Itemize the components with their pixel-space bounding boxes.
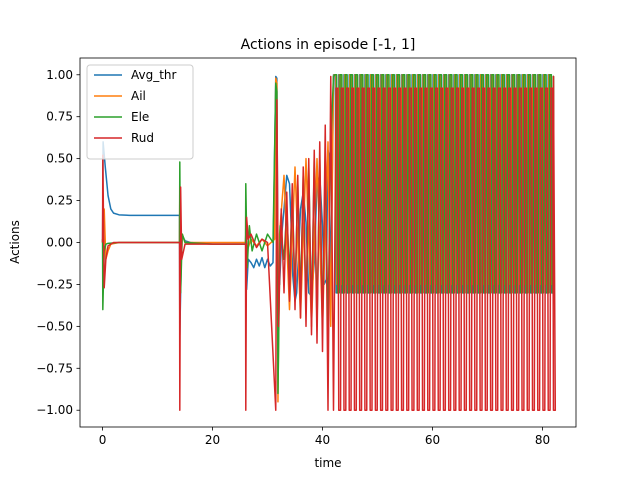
y-tick-label: 0.75 [46,110,73,124]
x-tick-label: 80 [535,433,550,447]
series-line-rud [101,75,557,411]
legend-label-rud: Rud [131,131,154,145]
legend-label-avg_thr: Avg_thr [131,68,177,82]
x-tick-label: 0 [99,433,107,447]
y-tick-label: −0.25 [36,277,73,291]
x-tick-label: 60 [425,433,440,447]
legend-label-ail: Ail [131,89,146,103]
y-axis-label: Actions [8,220,22,264]
y-tick-label: 0.25 [46,194,73,208]
y-tick-label: 1.00 [46,68,73,82]
x-axis-label: time [314,456,341,470]
y-tick-label: −0.50 [36,319,73,333]
y-tick-label: −0.75 [36,361,73,375]
x-tick-label: 20 [205,433,220,447]
y-tick-label: 0.50 [46,152,73,166]
y-axis: −1.00 −0.75 −0.50 −0.25 0.00 0.25 0.50 0.75 1.00 [36,68,80,417]
legend: Avg_thr Ail Ele Rud [86,64,194,160]
chart-title: Actions in episode [-1, 1] [241,37,416,53]
y-tick-label: −1.00 [36,403,73,417]
legend-box [86,64,194,160]
x-axis: 0 20 40 60 80 [99,427,550,447]
y-tick-label: 0.00 [46,236,73,250]
legend-label-ele: Ele [131,110,149,124]
plot-area [101,74,557,411]
x-tick-label: 40 [315,433,330,447]
